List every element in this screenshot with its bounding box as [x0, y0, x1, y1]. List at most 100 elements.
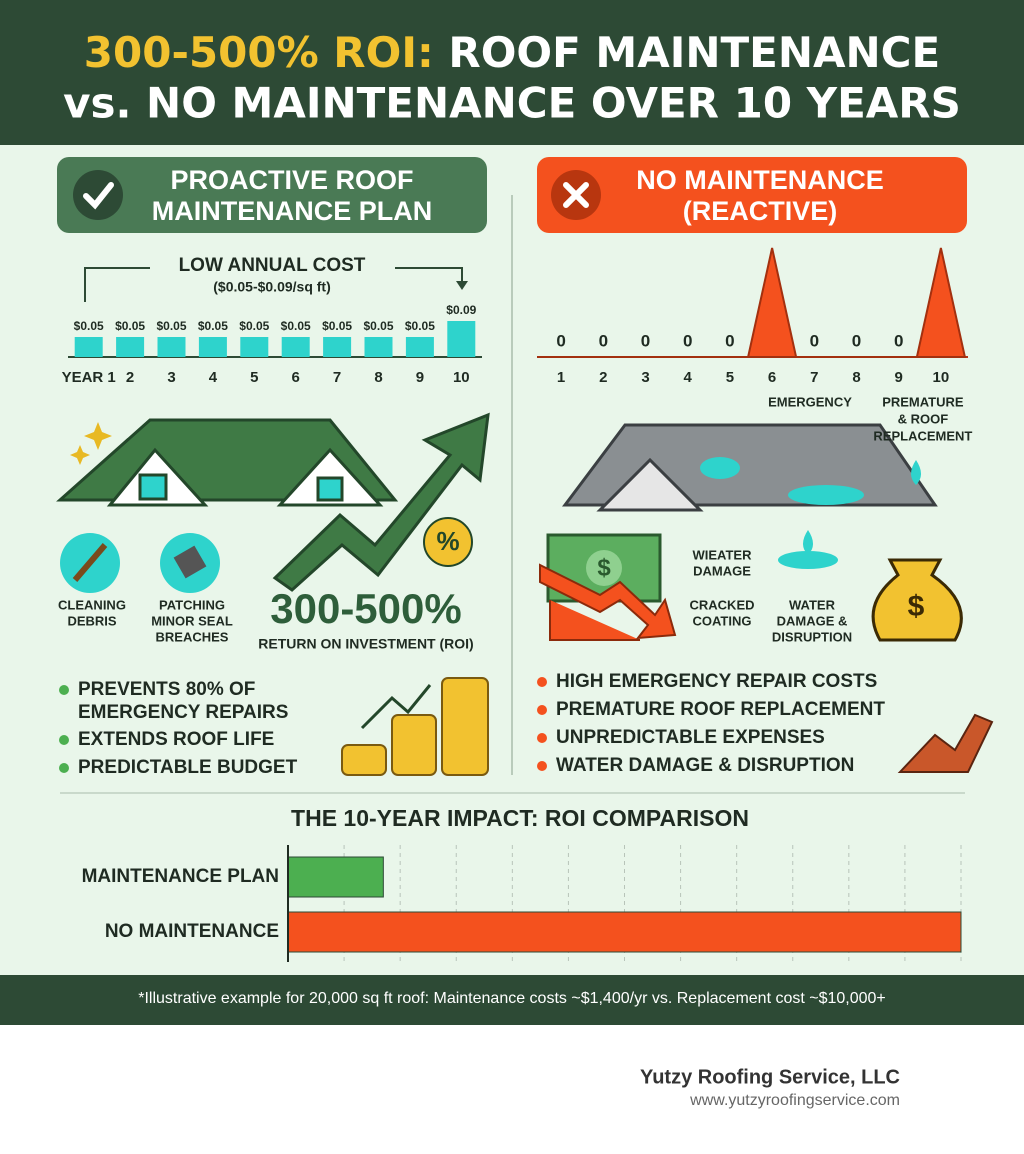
bar	[281, 337, 310, 357]
right-heading-bg	[537, 157, 967, 233]
bullet-text: EMERGENCY REPAIRS	[78, 702, 288, 723]
x-tick-label: 3	[167, 369, 175, 386]
issue-label: DISRUPTION	[772, 629, 852, 644]
value-label: $0.05	[115, 319, 145, 333]
spike	[915, 247, 967, 358]
value-label: $0.05	[156, 319, 186, 333]
left-heading: PROACTIVE ROOF	[170, 165, 413, 195]
bar	[287, 856, 384, 898]
trend-arrow	[360, 684, 432, 730]
annotation: REPLACEMENT	[873, 428, 972, 443]
check-circle	[73, 170, 123, 220]
y-tick-label: MAINTENANCE PLAN	[82, 866, 279, 887]
footer-bg	[0, 975, 1024, 1025]
trowel	[173, 545, 207, 579]
value-label: $0.05	[281, 319, 311, 333]
bullet-dot	[537, 761, 547, 771]
bullet-dot	[537, 733, 547, 743]
bar	[240, 337, 269, 357]
bullet-dot	[59, 685, 69, 695]
percent-symbol: %	[436, 526, 459, 556]
bullet-text: PREMATURE ROOF REPLACEMENT	[556, 699, 885, 720]
value-label: 0	[725, 331, 734, 350]
issue-label: CRACKED	[690, 597, 755, 612]
bar	[198, 337, 227, 357]
gable	[596, 457, 704, 512]
issue-label: WATER	[789, 597, 836, 612]
left-heading-bg	[57, 157, 487, 233]
company-name: Yutzy Roofing Service, LLC	[640, 1066, 900, 1088]
money-bag	[871, 558, 963, 642]
x-tick-label: 7	[333, 369, 341, 386]
x-tick-label: 8	[852, 369, 860, 386]
spike	[746, 247, 798, 358]
value-label: $0.05	[239, 319, 269, 333]
x-tick-label: 1	[557, 369, 565, 386]
value-label: 0	[556, 331, 565, 350]
x-tick-label: 4	[209, 369, 218, 386]
x-tick-label: 10	[453, 369, 470, 386]
bracket-arrow	[456, 281, 468, 290]
icon-label: BREACHES	[156, 629, 229, 644]
bullet-text: HIGH EMERGENCY REPAIR COSTS	[556, 671, 877, 692]
value-label: 0	[599, 331, 608, 350]
issue-label: DAMAGE	[693, 563, 751, 578]
x-tick-label: YEAR 1	[62, 369, 116, 386]
puddle	[700, 457, 740, 479]
value-label: 0	[810, 331, 819, 350]
chart-subtitle: ($0.05-$0.09/sq ft)	[213, 279, 331, 295]
bar	[116, 337, 145, 357]
x-tick-label: 3	[641, 369, 649, 386]
sparkle	[70, 445, 90, 465]
bracket	[84, 267, 463, 302]
growth-arrow	[272, 412, 490, 592]
percent-badge	[423, 517, 473, 567]
bar	[157, 337, 186, 357]
roi-caption: RETURN ON INVESTMENT (ROI)	[258, 636, 473, 652]
value-label: 0	[641, 331, 650, 350]
window	[316, 476, 344, 502]
x-tick-label: 10	[933, 369, 950, 386]
issue-label: DAMAGE &	[777, 613, 848, 628]
bill-symbol: $	[597, 554, 611, 581]
value-label: $0.05	[322, 319, 352, 333]
water-drop	[911, 460, 921, 485]
x-tick-label: 8	[374, 369, 382, 386]
company-url: www.yutzyroofingservice.com	[689, 1092, 900, 1109]
bullet-text: EXTENDS ROOF LIFE	[78, 729, 274, 750]
x-tick-label: 5	[250, 369, 258, 386]
value-label: $0.05	[198, 319, 228, 333]
bar	[323, 337, 352, 357]
bullet-dot	[59, 763, 69, 773]
sparkle	[84, 422, 112, 450]
value-label: $0.05	[363, 319, 393, 333]
icon-label: CLEANING	[58, 597, 126, 612]
coins	[341, 744, 387, 776]
title-rest: ROOF MAINTENANCE	[448, 28, 940, 77]
window	[138, 473, 168, 501]
puddle	[788, 485, 864, 505]
bullet-text: UNPREDICTABLE EXPENSES	[556, 727, 825, 748]
bar	[364, 337, 393, 357]
bar	[405, 337, 434, 357]
value-label: 0	[894, 331, 903, 350]
value-label: $0.05	[74, 319, 104, 333]
chart-title: LOW ANNUAL COST	[179, 255, 366, 276]
coin-stacks	[341, 677, 489, 776]
broken-tile	[897, 713, 994, 773]
annotation: PREMATURE	[882, 394, 964, 409]
right-heading: (REACTIVE)	[683, 196, 838, 226]
right-heading: NO MAINTENANCE	[636, 165, 884, 195]
bullet-dot	[537, 677, 547, 687]
bullet-dot	[59, 735, 69, 745]
issue-label: COATING	[693, 613, 752, 628]
bullet-dot	[537, 705, 547, 715]
x-tick-label: 2	[599, 369, 607, 386]
x-tick-label: 9	[895, 369, 903, 386]
issue-label: WIEATER	[693, 547, 753, 562]
icon-label: MINOR SEAL	[151, 613, 233, 628]
bullet-text: PREDICTABLE BUDGET	[78, 757, 298, 778]
left-heading: MAINTENANCE PLAN	[152, 196, 433, 226]
value-label: $0.05	[405, 319, 435, 333]
title-line2: vs. NO MAINTENANCE OVER 10 YEARS	[63, 79, 961, 128]
